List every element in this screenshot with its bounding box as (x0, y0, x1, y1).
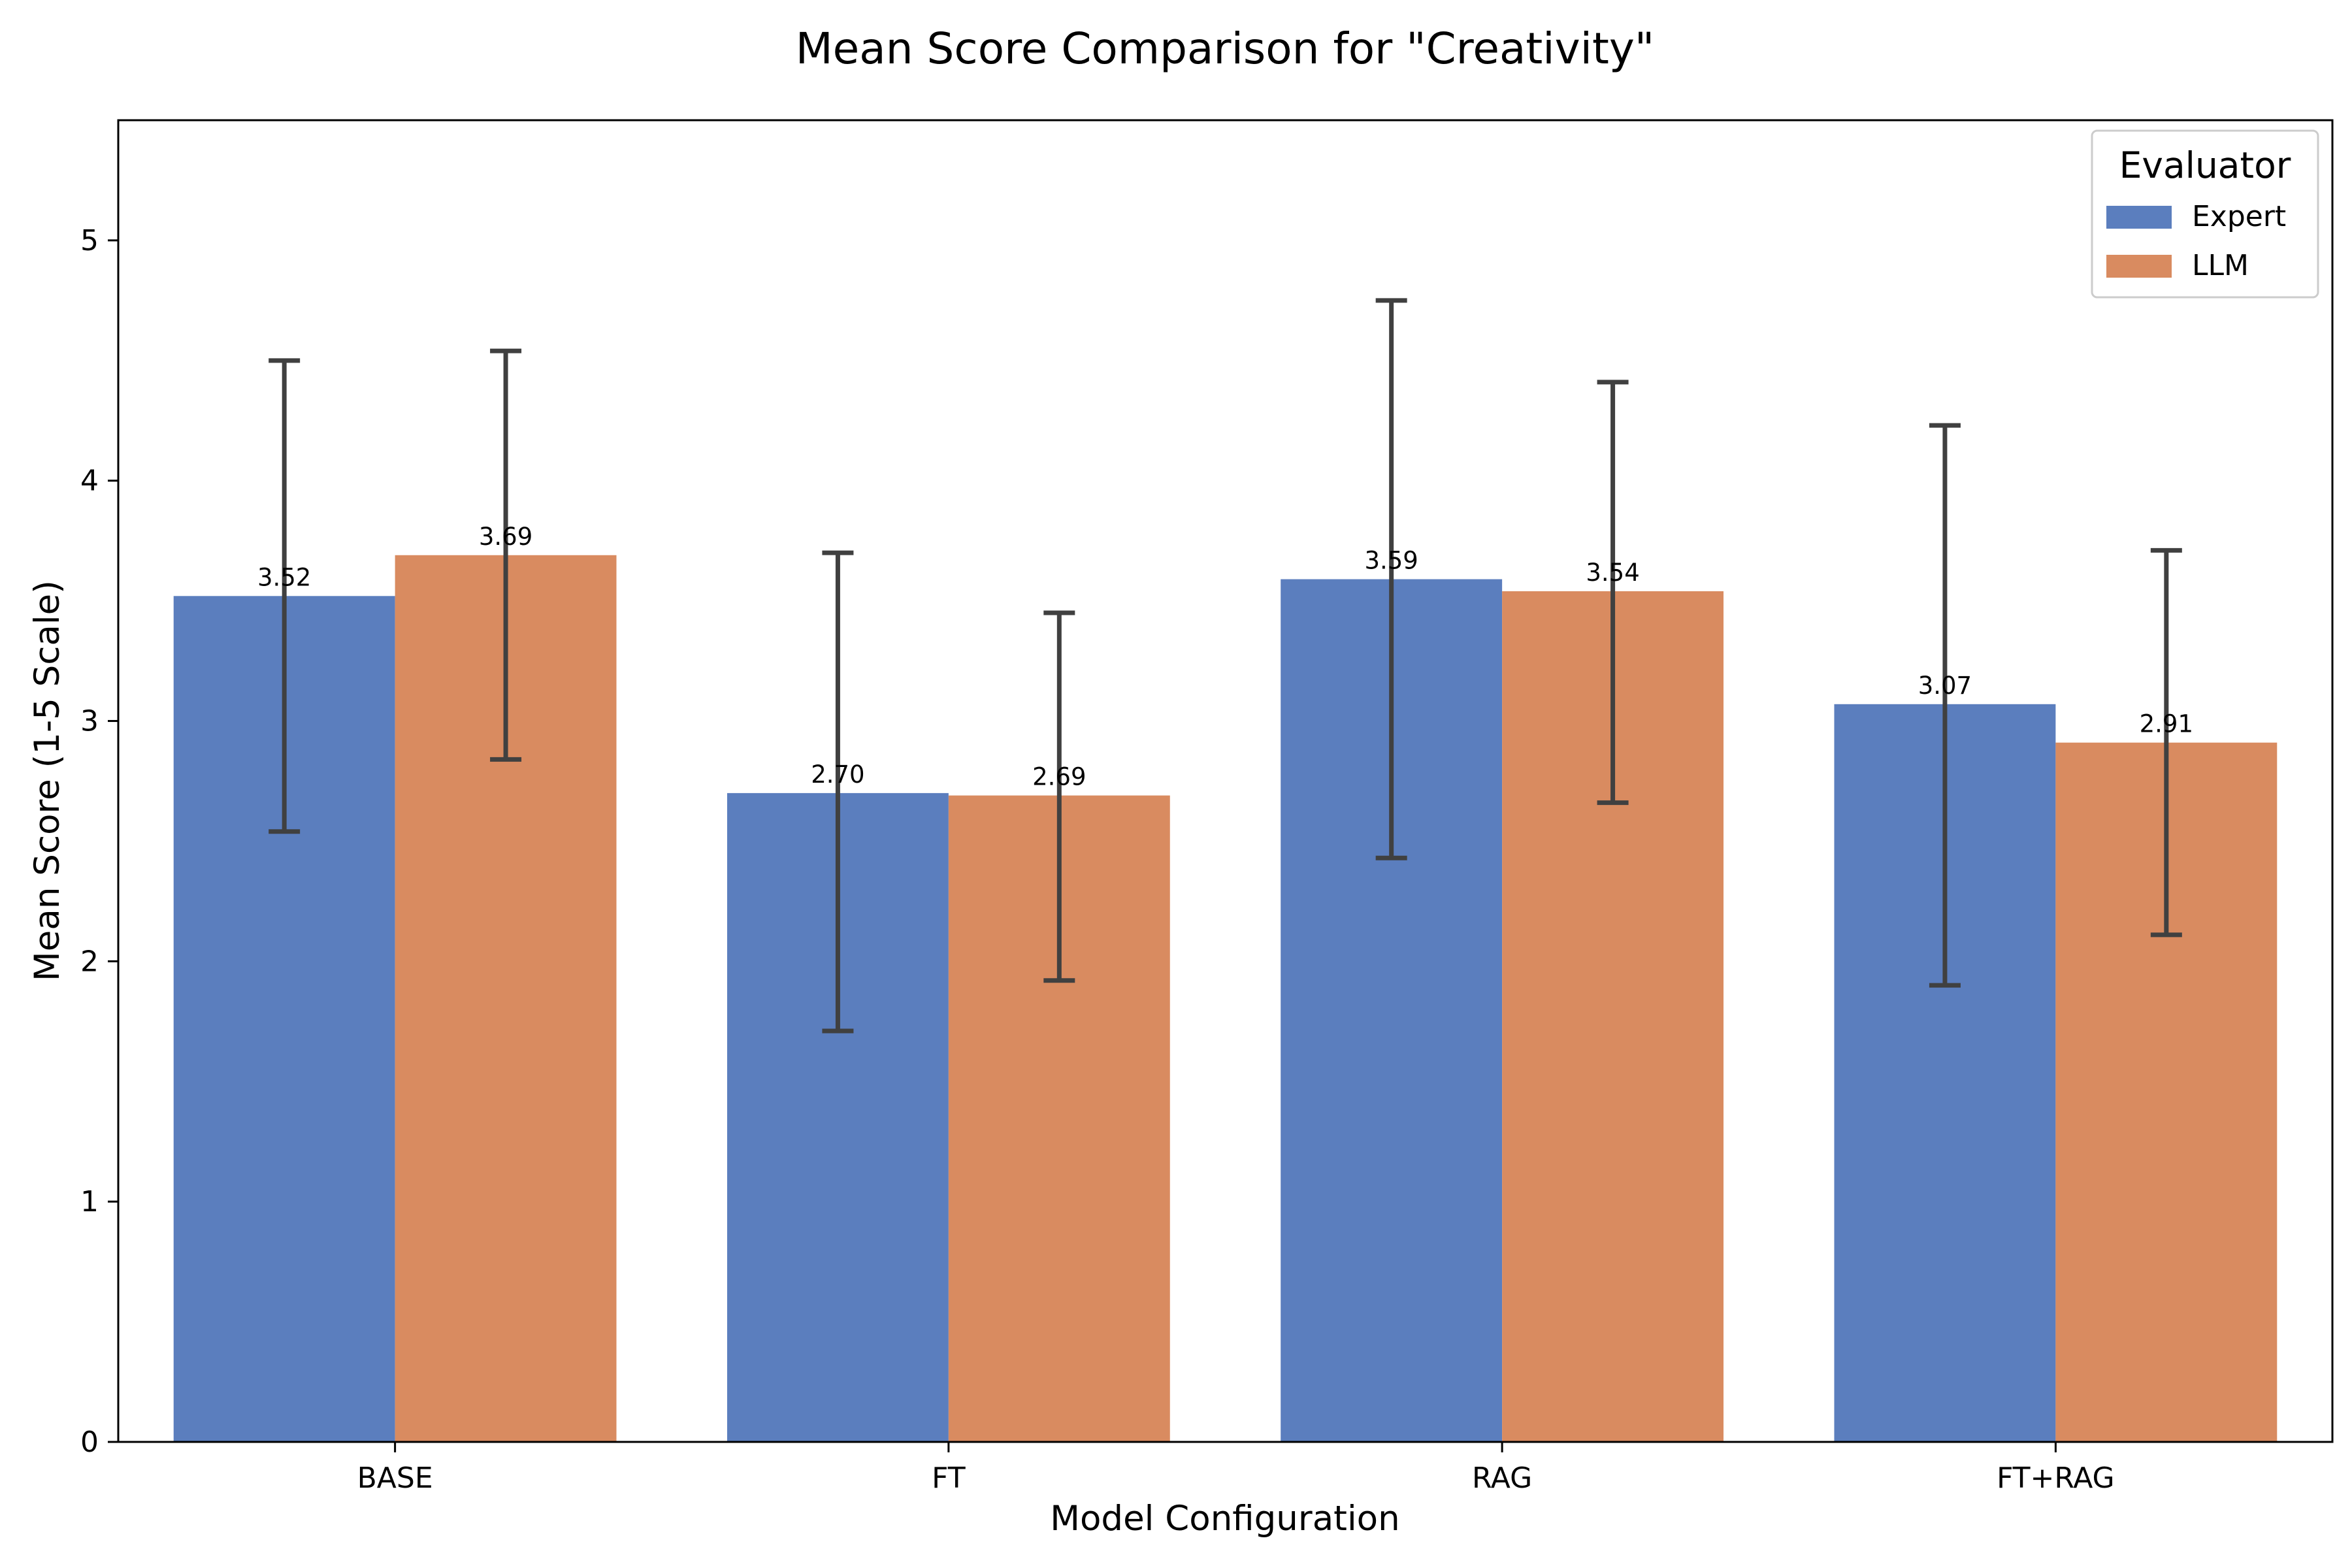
data-label-llm-base: 3.69 (479, 523, 532, 551)
data-label-expert-base: 3.52 (257, 563, 311, 591)
x-axis-label: Model Configuration (1050, 1499, 1399, 1539)
y-tick-label: 1 (80, 1185, 99, 1218)
y-tick-label: 2 (80, 945, 99, 978)
data-label-expert-ft-rag: 3.07 (1918, 672, 1972, 700)
error-bar-llm-rag (1597, 380, 1629, 806)
data-label-expert-ft: 2.70 (811, 760, 864, 789)
error-bar-expert-base (269, 358, 301, 834)
error-bar-expert-ft-rag (1929, 423, 1961, 988)
x-tick-label: FT+RAG (1997, 1462, 2115, 1495)
legend-title: Evaluator (2119, 144, 2291, 186)
legend-swatch-llm (2106, 255, 2172, 278)
y-tick-label: 3 (80, 705, 99, 738)
y-axis-label: Mean Score (1-5 Scale) (27, 580, 67, 981)
legend: Evaluator Expert LLM (2091, 129, 2319, 299)
data-label-llm-ft-rag: 2.91 (2140, 710, 2193, 738)
y-tick-label: 4 (80, 465, 99, 498)
data-label-llm-ft: 2.69 (1032, 763, 1086, 791)
error-bar-llm-ft-rag (2150, 547, 2182, 938)
x-axis: BASE FT RAG FT+RAG (357, 1442, 2115, 1495)
error-bars-layer (269, 298, 2182, 1034)
y-tick-label: 5 (80, 224, 99, 257)
error-bar-expert-ft (822, 550, 854, 1034)
error-bar-expert-rag (1375, 298, 1407, 860)
x-tick-label: FT (932, 1462, 966, 1495)
error-bar-llm-base (490, 348, 522, 762)
legend-swatch-expert (2106, 206, 2172, 229)
legend-label-llm: LLM (2192, 249, 2249, 282)
y-axis: 0 1 2 3 4 5 (80, 224, 118, 1459)
plot-area-frame (117, 119, 2334, 1443)
legend-label-expert: Expert (2192, 200, 2286, 233)
data-label-llm-rag: 3.54 (1586, 559, 1639, 587)
error-bar-llm-ft (1043, 610, 1075, 983)
y-tick-label: 0 (80, 1426, 99, 1459)
legend-items: Expert LLM (2106, 200, 2286, 282)
x-tick-label: RAG (1472, 1462, 1532, 1495)
data-label-expert-rag: 3.59 (1364, 547, 1418, 575)
x-tick-label: BASE (357, 1462, 433, 1495)
chart-title: Mean Score Comparison for "Creativity" (796, 24, 1655, 74)
data-labels-layer: 3.52 3.69 2.70 2.69 3.59 3.54 3.07 2.91 (257, 523, 2193, 791)
